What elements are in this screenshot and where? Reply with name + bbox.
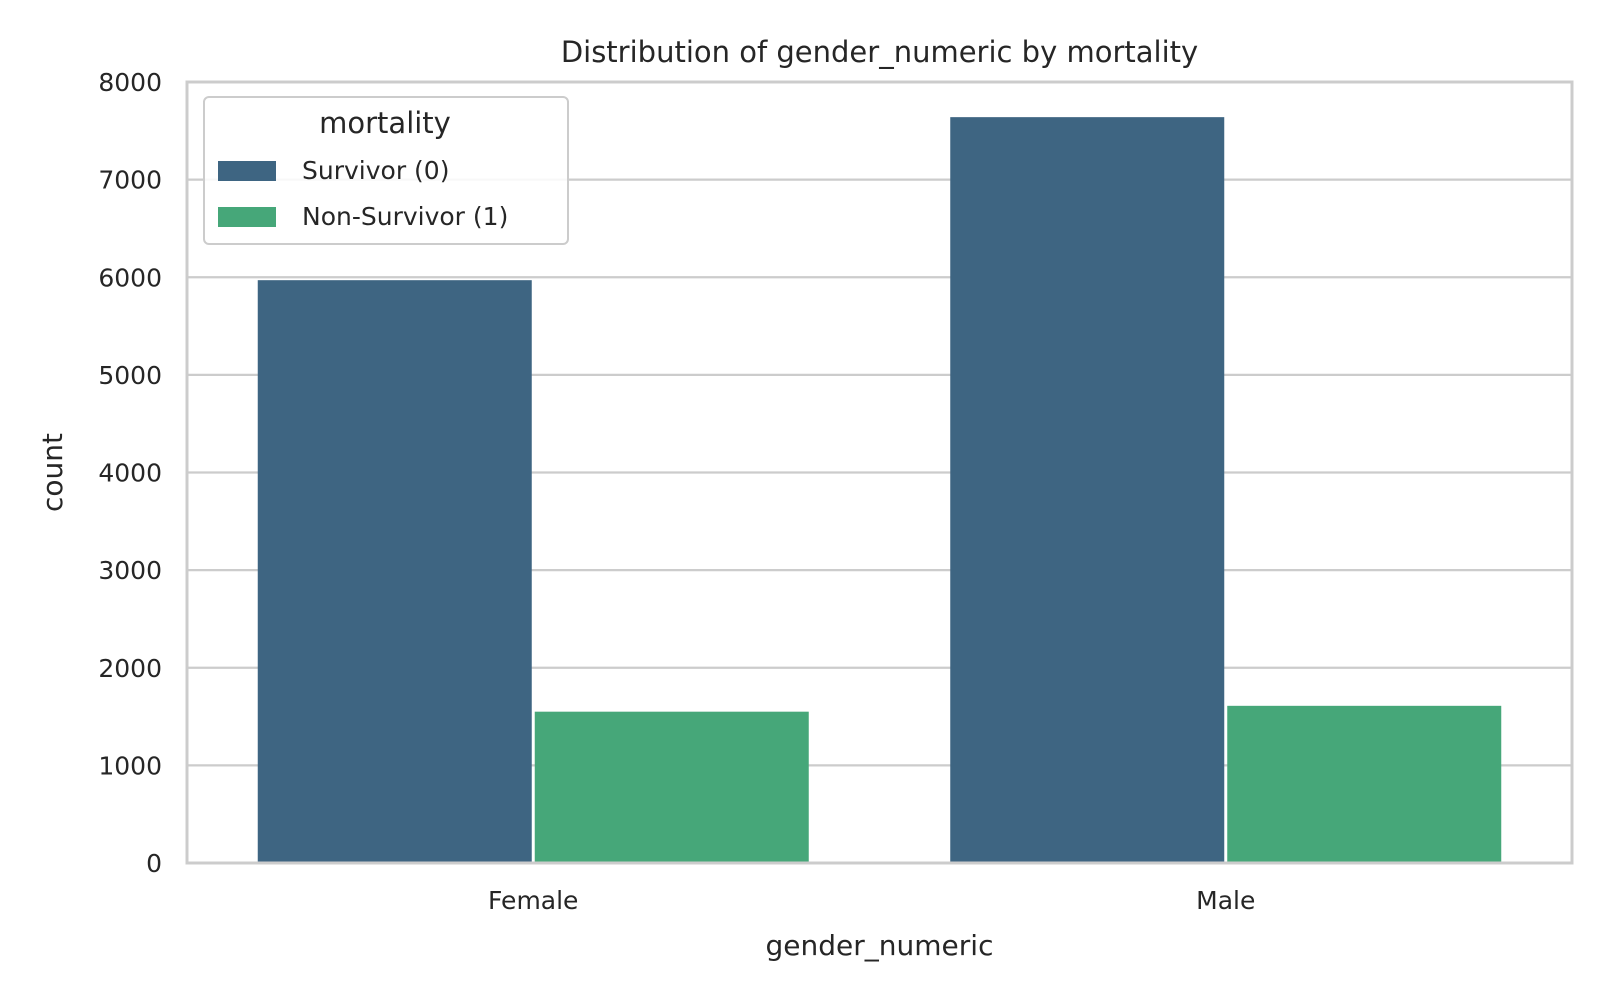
bar-male-non-survivor xyxy=(1227,705,1502,863)
y-tick-label: 6000 xyxy=(98,263,162,292)
legend-swatch xyxy=(218,161,276,181)
legend-swatch xyxy=(218,207,276,227)
y-tick-label: 3000 xyxy=(98,556,162,585)
bar-male-survivor xyxy=(950,117,1225,863)
y-tick-label: 0 xyxy=(146,849,162,878)
legend: mortality Survivor (0) Non-Survivor (1) xyxy=(203,96,569,245)
y-tick-label: 2000 xyxy=(98,654,162,683)
x-tick-label: Male xyxy=(1196,886,1255,915)
bars-layer xyxy=(257,117,1502,864)
x-axis-ticks: Female Male xyxy=(488,886,1255,915)
bar-female-non-survivor xyxy=(534,711,809,863)
y-tick-label: 4000 xyxy=(98,459,162,488)
legend-label: Survivor (0) xyxy=(302,156,449,185)
legend-label: Non-Survivor (1) xyxy=(302,202,508,231)
y-tick-label: 7000 xyxy=(98,166,162,195)
y-tick-label: 5000 xyxy=(98,361,162,390)
legend-items: Survivor (0) Non-Survivor (1) xyxy=(218,156,508,231)
y-tick-label: 8000 xyxy=(98,68,162,97)
bar-female-survivor xyxy=(257,280,532,864)
chart-title: Distribution of gender_numeric by mortal… xyxy=(561,35,1198,69)
x-axis-title: gender_numeric xyxy=(766,929,994,962)
x-tick-label: Female xyxy=(488,886,578,915)
legend-box xyxy=(203,96,569,245)
legend-title: mortality xyxy=(319,106,451,140)
y-axis-title: count xyxy=(36,433,69,512)
plot-frame xyxy=(185,80,1574,865)
y-tick-label: 1000 xyxy=(98,751,162,780)
y-axis-ticks: 0 1000 2000 3000 4000 5000 6000 7000 8000 xyxy=(98,68,162,878)
